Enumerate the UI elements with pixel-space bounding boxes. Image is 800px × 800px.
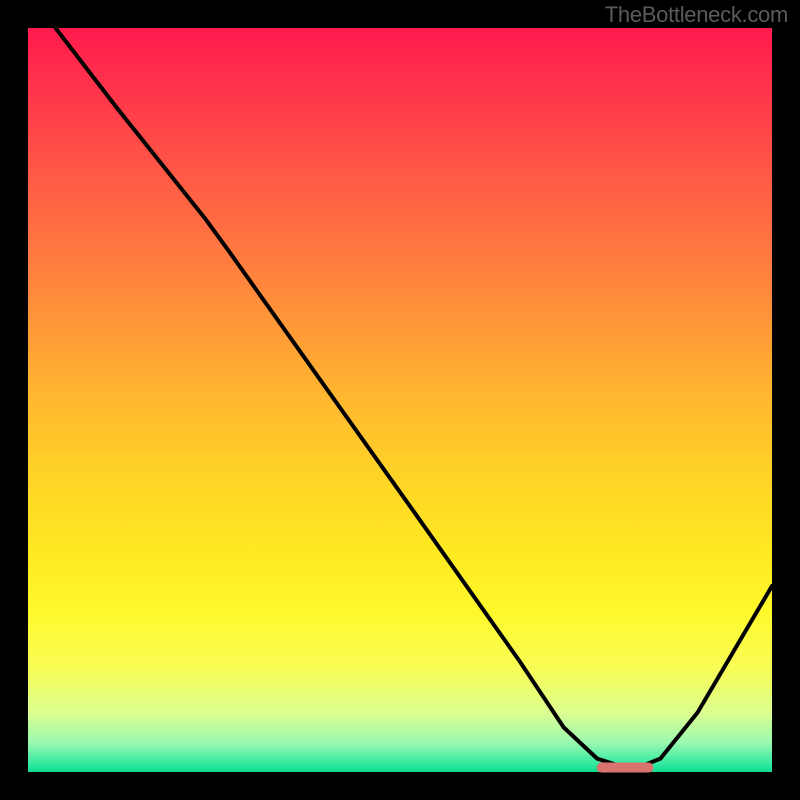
bottleneck-chart — [0, 0, 800, 800]
watermark-label: TheBottleneck.com — [605, 2, 788, 28]
optimal-marker — [597, 763, 653, 772]
chart-background — [28, 28, 772, 772]
